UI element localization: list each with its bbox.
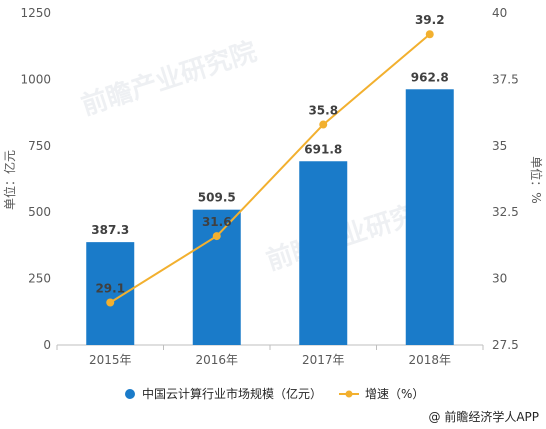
y-tick-left: 500 <box>28 205 51 219</box>
bar-labels: 387.3 509.5 691.8 962.8 <box>91 70 448 237</box>
y-axis-title-left: 单位：亿元 <box>2 150 17 210</box>
y-tick-right: 30 <box>492 272 507 286</box>
source-credit: @ 前瞻经济学人APP <box>429 409 540 424</box>
bar-value-label: 691.8 <box>304 142 342 156</box>
line-value-label: 35.8 <box>308 104 338 118</box>
line-point <box>212 232 221 241</box>
y-tick-left: 1250 <box>20 6 51 20</box>
y-tick-left: 250 <box>28 272 51 286</box>
y-tick-left: 750 <box>28 139 51 153</box>
y-axis-title-right: 单位：% <box>529 156 544 203</box>
line-series <box>106 30 434 307</box>
legend-bar-label: 中国云计算行业市场规模（亿元） <box>142 386 322 401</box>
y-tick-right: 32.5 <box>492 205 519 219</box>
x-tick: 2018年 <box>408 353 451 367</box>
bar <box>405 89 454 345</box>
legend-line-label: 增速（%） <box>365 387 424 401</box>
y-tick-right: 35 <box>492 139 507 153</box>
x-axis-ticks: 2015年 2016年 2017年 2018年 <box>56 345 484 367</box>
line-point-labels: 29.1 31.6 35.8 39.2 <box>95 13 444 295</box>
bar-value-label: 962.8 <box>411 70 449 84</box>
legend: 中国云计算行业市场规模（亿元） 增速（%） <box>125 386 424 401</box>
x-tick: 2015年 <box>89 353 132 367</box>
y-tick-right: 37.5 <box>492 72 519 86</box>
legend-bar-marker <box>125 389 135 399</box>
line-point <box>425 30 434 39</box>
line-value-label: 31.6 <box>202 215 232 229</box>
right-axis-ticks: 27.5 30 32.5 35 37.5 40 <box>492 6 519 352</box>
bar <box>299 161 348 345</box>
growth-line <box>109 33 431 304</box>
x-tick: 2016年 <box>195 353 238 367</box>
x-tick: 2017年 <box>302 353 345 367</box>
y-tick-left: 1000 <box>20 72 51 86</box>
bar-value-label: 509.5 <box>198 191 236 205</box>
y-tick-right: 40 <box>492 6 507 20</box>
line-value-label: 29.1 <box>95 282 125 296</box>
y-tick-left: 0 <box>43 338 51 352</box>
y-tick-right: 27.5 <box>492 338 519 352</box>
bar <box>192 209 241 345</box>
left-axis-ticks: 0 250 500 750 1000 1250 <box>20 6 51 352</box>
watermark: 前瞻产业研究院 前瞻产业研究院 <box>78 36 446 277</box>
line-point <box>106 298 115 307</box>
svg-text:前瞻产业研究院: 前瞻产业研究院 <box>78 36 261 122</box>
legend-line-marker-dot <box>345 390 353 398</box>
line-point <box>319 120 328 129</box>
bar-value-label: 387.3 <box>91 223 129 237</box>
bar-series <box>86 89 454 345</box>
line-value-label: 39.2 <box>415 13 445 27</box>
